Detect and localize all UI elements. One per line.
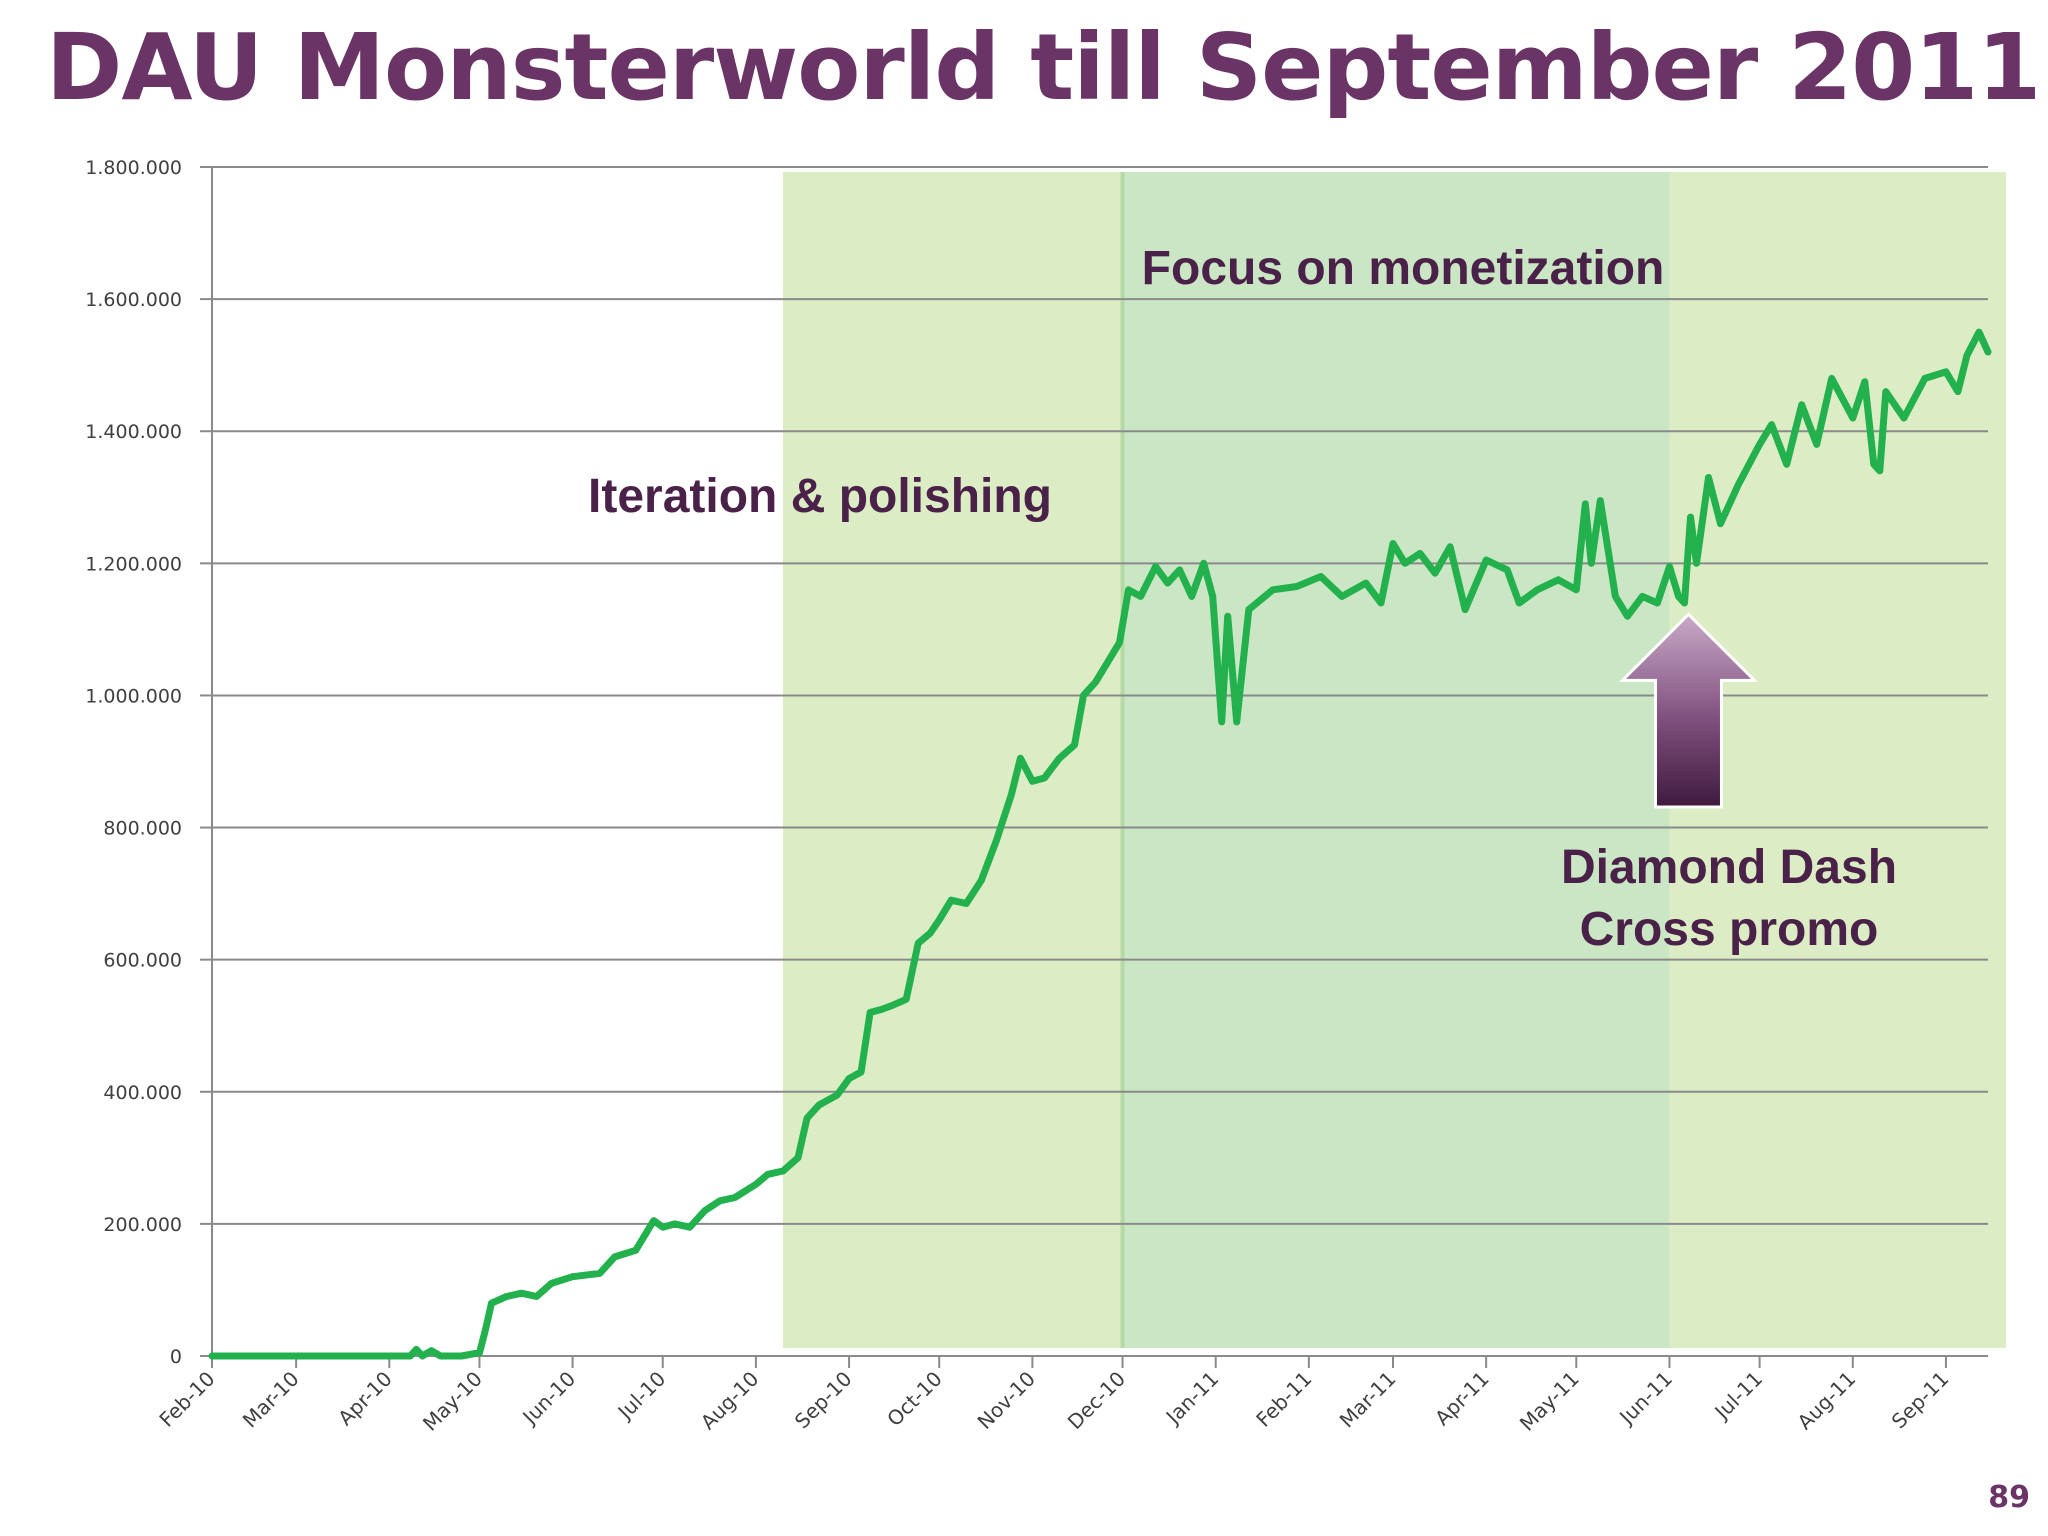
x-tick-label: Mar-11 <box>1335 1367 1401 1433</box>
x-tick-label: Apr-11 <box>1430 1367 1494 1431</box>
gridlines <box>200 166 1988 1357</box>
x-tick-label: Feb-11 <box>1251 1367 1316 1432</box>
x-tick-label: May-10 <box>418 1367 487 1436</box>
annotation-text: Cross promo <box>1580 903 1879 956</box>
x-tick-label: Jan-11 <box>1160 1367 1223 1430</box>
x-tick-label: Aug-10 <box>696 1367 764 1435</box>
x-tick-label: Sep-10 <box>790 1367 857 1434</box>
series-line-layer <box>208 328 1992 1360</box>
dau-series-line <box>208 328 1992 1360</box>
annotation-text: Iteration & polishing <box>588 470 1052 523</box>
shaded-region-1 <box>1122 172 1670 1348</box>
y-tick-label: 400.000 <box>103 1082 182 1104</box>
x-tick-labels: Feb-10 Mar-10 Apr-10 May-10 Jun-10 Jul-10 Aug-… <box>154 1367 1953 1436</box>
x-tick-label: Sep-11 <box>1887 1367 1954 1434</box>
x-tick-label: Jul-10 <box>612 1367 671 1426</box>
y-tick-label: 800.000 <box>103 818 182 840</box>
y-tick-label: 1.600.000 <box>85 289 182 311</box>
y-tick-label: 200.000 <box>103 1214 182 1236</box>
y-tick-labels: 0 200.000 400.000 600.000 800.000 1.000.000 1.… <box>85 157 182 1368</box>
y-tick-label: 1.000.000 <box>85 685 182 707</box>
shaded-region-0 <box>782 172 1123 1348</box>
shaded-region-2 <box>1669 172 2006 1348</box>
annotation-text: Diamond Dash <box>1561 841 1897 894</box>
x-tick-label: Mar-10 <box>238 1367 304 1433</box>
x-tick-label: Jun-11 <box>1613 1367 1677 1431</box>
y-tick-label: 1.800.000 <box>85 157 182 179</box>
y-tick-label: 0 <box>170 1346 182 1368</box>
annotations: Iteration & polishing Focus on monetizati… <box>588 242 1897 956</box>
shaded-regions <box>782 172 2006 1348</box>
x-tick-label: Aug-11 <box>1793 1367 1861 1435</box>
y-tick-label: 1.200.000 <box>85 553 182 575</box>
axes <box>211 167 1988 1368</box>
annotation-arrow-layer <box>1618 612 1759 809</box>
x-tick-label: May-11 <box>1515 1367 1584 1436</box>
slide-title: DAU Monsterworld till September 2011 <box>46 14 2041 121</box>
x-tick-label: Apr-10 <box>333 1367 397 1431</box>
x-tick-label: Jun-10 <box>517 1367 581 1431</box>
annotation-text: Focus on monetization <box>1142 242 1665 295</box>
y-tick-label: 600.000 <box>103 950 182 972</box>
x-tick-label: Nov-10 <box>973 1367 1040 1434</box>
y-tick-label: 1.400.000 <box>85 421 182 443</box>
x-tick-label: Oct-10 <box>882 1367 947 1432</box>
up-arrow-icon <box>1618 612 1759 809</box>
x-tick-label: Feb-10 <box>154 1367 219 1432</box>
x-tick-label: Jul-11 <box>1709 1367 1768 1426</box>
page-number: 89 <box>1988 1480 2030 1515</box>
x-tick-label: Dec-10 <box>1063 1367 1130 1434</box>
